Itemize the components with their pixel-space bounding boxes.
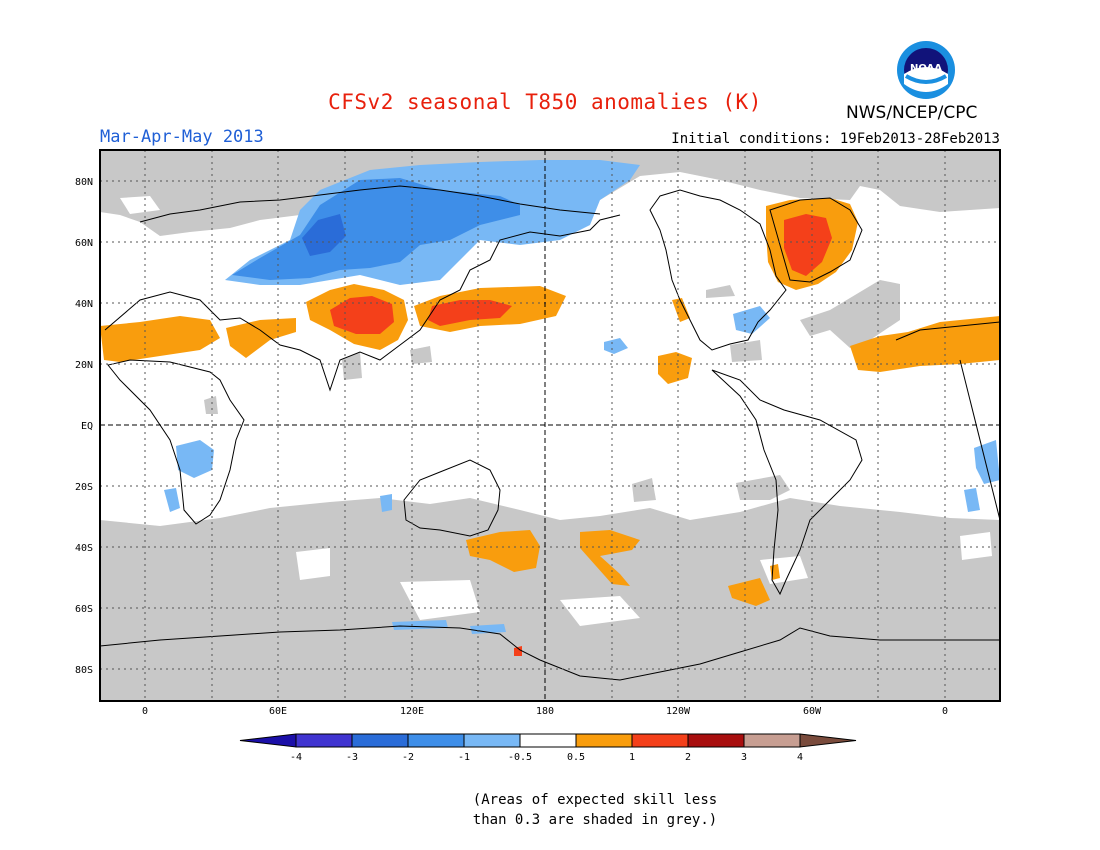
skill-footnote: (Areas of expected skill less than 0.3 a… xyxy=(0,790,1100,830)
warm-anomalies xyxy=(100,198,1000,656)
lon-label: 60E xyxy=(269,706,287,717)
legend-swatch xyxy=(687,733,745,748)
lat-label: 80S xyxy=(75,665,93,676)
lat-label: 40N xyxy=(75,299,93,310)
cold-anomalies xyxy=(164,160,1000,634)
legend-tick: 2 xyxy=(685,752,691,763)
lat-label: EQ xyxy=(81,421,93,432)
agency-label: NWS/NCEP/CPC xyxy=(846,103,978,123)
legend-swatch xyxy=(407,733,465,748)
legend-tick: -3 xyxy=(346,752,358,763)
svg-text:NOAA: NOAA xyxy=(910,63,942,74)
lon-label: 180 xyxy=(536,706,554,717)
lon-label: 120E xyxy=(400,706,424,717)
legend-tick: -2 xyxy=(402,752,414,763)
map-title: CFSv2 seasonal T850 anomalies (K) xyxy=(328,90,762,114)
legend-tick: 3 xyxy=(741,752,747,763)
legend-swatch xyxy=(575,733,633,748)
footnote-line: than 0.3 are shaded in grey.) xyxy=(472,812,718,828)
map-field xyxy=(100,150,1000,701)
lat-label: 20N xyxy=(75,360,93,371)
season-label: Mar-Apr-May 2013 xyxy=(100,127,264,147)
lat-label: 20S xyxy=(75,482,93,493)
equator-dateline xyxy=(100,150,1000,701)
legend-tick: 0.5 xyxy=(567,752,585,763)
legend-swatch xyxy=(799,733,857,748)
legend-swatch xyxy=(351,733,409,748)
legend-ticks: -4 -3 -2 -1 -0.5 0.5 1 2 3 4 xyxy=(290,752,803,763)
noaa-logo: NOAA xyxy=(897,41,955,99)
map-frame xyxy=(99,149,1001,702)
legend-swatch xyxy=(743,733,801,748)
latitude-axis: 80N 60N 40N 20N EQ 20S 40S 60S 80S xyxy=(75,177,93,676)
legend-tick: -4 xyxy=(290,752,302,763)
lon-label: 120W xyxy=(666,706,691,717)
lat-label: 60N xyxy=(75,238,93,249)
coastlines xyxy=(100,185,1000,681)
graticule xyxy=(100,150,1000,701)
lat-label: 40S xyxy=(75,543,93,554)
legend-swatch xyxy=(239,733,297,748)
legend-tick: 1 xyxy=(629,752,635,763)
color-legend xyxy=(239,733,857,748)
legend-swatch xyxy=(463,733,521,748)
legend-tick: -0.5 xyxy=(508,752,532,763)
legend-tick: -1 xyxy=(458,752,470,763)
legend-swatch xyxy=(631,733,689,748)
lon-label: 60W xyxy=(803,706,822,717)
legend-swatch xyxy=(519,733,577,748)
legend-swatch xyxy=(295,733,353,748)
footnote-line: (Areas of expected skill less xyxy=(472,792,718,808)
lat-label: 60S xyxy=(75,604,93,615)
skill-holes xyxy=(120,196,992,626)
longitude-axis: 0 60E 120E 180 120W 60W 0 xyxy=(142,706,948,717)
legend-tick: 4 xyxy=(797,752,803,763)
lat-label: 80N xyxy=(75,177,93,188)
lon-label: 0 xyxy=(942,706,948,717)
lon-label: 0 xyxy=(142,706,148,717)
initial-conditions-label: Initial conditions: 19Feb2013-28Feb2013 xyxy=(671,131,1000,147)
